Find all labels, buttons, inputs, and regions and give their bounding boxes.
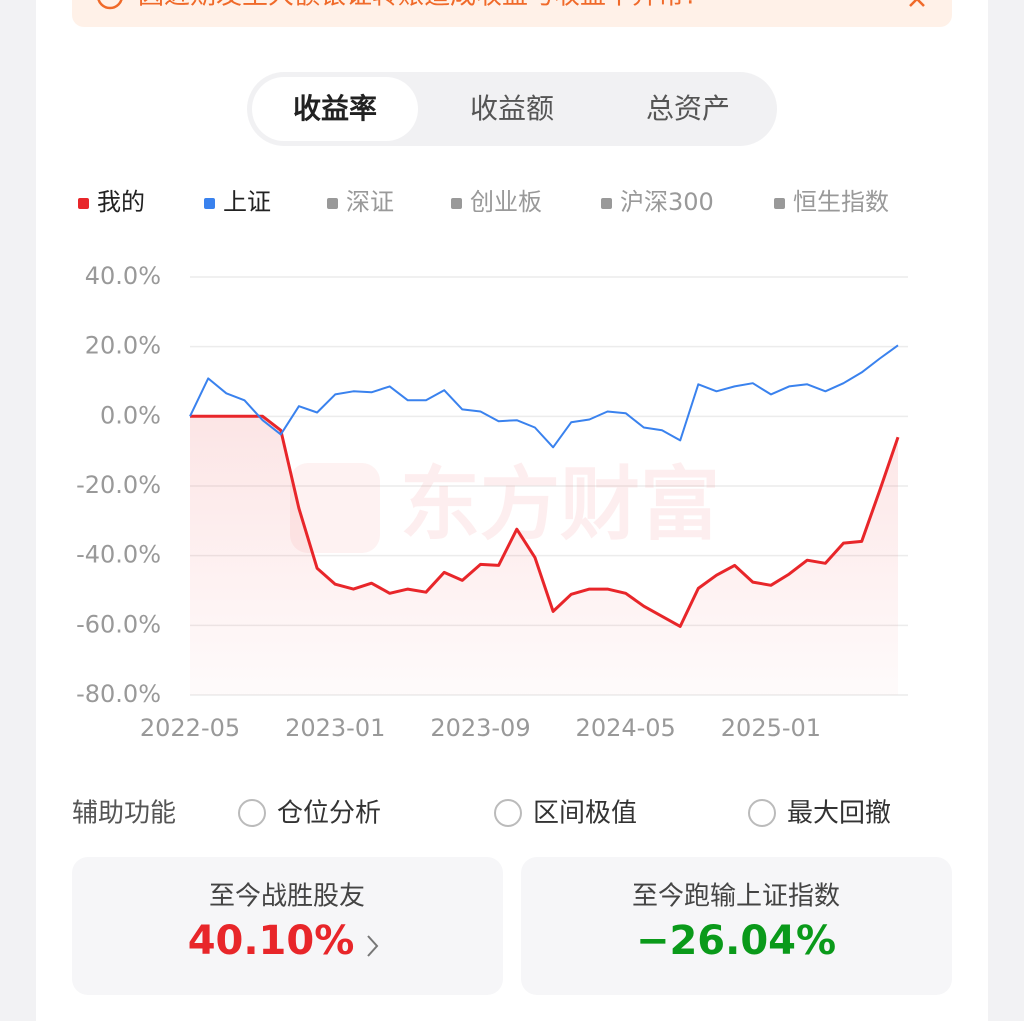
legend-swatch[interactable] [774, 198, 785, 209]
radio-label[interactable]: 区间极值 [533, 799, 637, 829]
chevron[interactable] [367, 935, 379, 957]
y-tick-label: -80.0% [76, 680, 161, 708]
radio[interactable] [494, 799, 522, 827]
legend-label[interactable]: 创业板 [470, 188, 542, 216]
tab-label[interactable]: 收益率 [293, 92, 377, 125]
legend-label[interactable]: 恒生指数 [793, 188, 889, 216]
legend-swatch[interactable] [204, 198, 215, 209]
watermark: 东方财富 [400, 458, 720, 551]
line [189, 344, 899, 449]
y-tick-label: -60.0% [76, 610, 161, 638]
legend-label[interactable]: 我的 [97, 188, 145, 216]
y-tick-label: 0.0% [100, 401, 161, 429]
legend-label[interactable]: 沪深300 [620, 188, 714, 216]
y-tick-label: 20.0% [85, 332, 161, 360]
radio-label[interactable]: 仓位分析 [277, 799, 381, 829]
y-tick-label: -40.0% [76, 541, 161, 569]
legend-label[interactable]: 上证 [223, 188, 271, 216]
tab-label[interactable]: 收益额 [470, 92, 554, 125]
x-tick-label: 2023-09 [430, 714, 530, 742]
stat-value: 40.10% [188, 918, 355, 964]
legend-swatch[interactable] [327, 198, 338, 209]
tab-selected [252, 77, 418, 141]
banner-close[interactable] [909, 0, 925, 7]
stat-card[interactable] [72, 857, 503, 995]
assist-title: 辅助功能 [72, 799, 176, 829]
banner[interactable] [72, 0, 952, 27]
x-tick-label: 2022-05 [140, 714, 240, 742]
y-tick-label: 40.0% [85, 262, 161, 290]
tab-label[interactable]: 总资产 [646, 92, 730, 125]
line [190, 414, 900, 628]
x-tick-label: 2024-05 [576, 714, 676, 742]
radio[interactable] [748, 799, 776, 827]
legend-swatch[interactable] [601, 198, 612, 209]
stat-card [521, 857, 952, 995]
legend-swatch[interactable] [78, 198, 89, 209]
y-tick-label: -20.0% [76, 471, 161, 499]
stat-title: 至今战胜股友 [209, 882, 365, 912]
radio[interactable] [238, 799, 266, 827]
stat-value: −26.04% [636, 918, 836, 964]
area [190, 416, 898, 695]
banner-icon [97, 0, 123, 10]
banner-text[interactable]: 因近期发生大额银证转账造成收益与收益率异常? [138, 0, 698, 11]
x-tick-label: 2025-01 [721, 714, 821, 742]
stat-title: 至今跑输上证指数 [632, 882, 840, 912]
x-tick-label: 2023-01 [285, 714, 385, 742]
watermark-logo [290, 463, 380, 553]
legend-swatch[interactable] [451, 198, 462, 209]
radio-label[interactable]: 最大回撤 [787, 799, 891, 829]
legend-label[interactable]: 深证 [346, 188, 394, 216]
